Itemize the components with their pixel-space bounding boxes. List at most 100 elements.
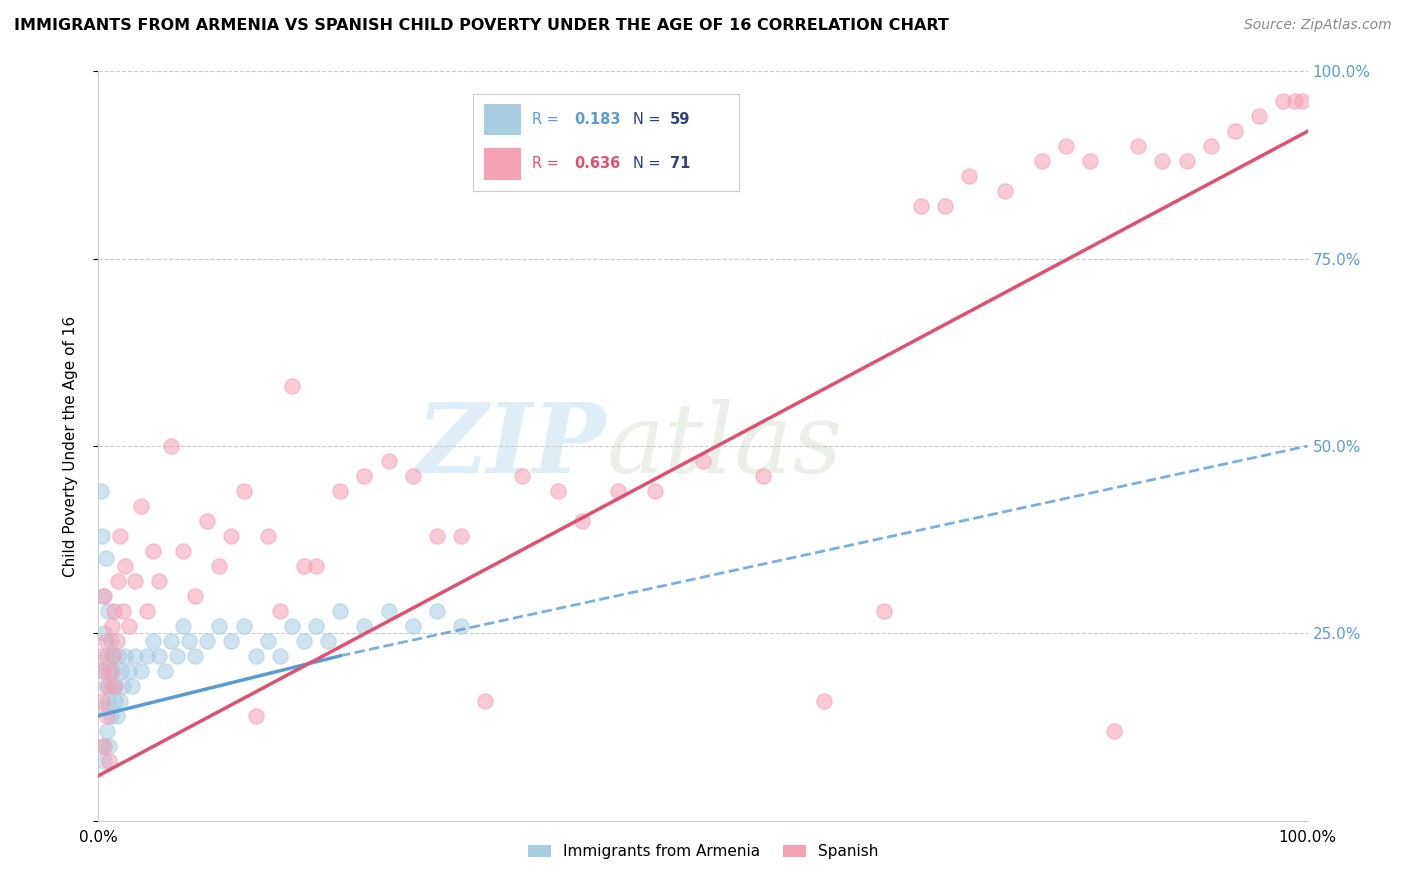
Point xyxy=(426,529,449,543)
Point xyxy=(118,619,141,633)
Text: atlas: atlas xyxy=(606,399,842,493)
Point xyxy=(179,633,201,648)
Point xyxy=(90,648,112,663)
Point xyxy=(571,514,593,528)
Point xyxy=(91,589,114,603)
Point xyxy=(124,574,146,588)
Point xyxy=(160,633,183,648)
Point xyxy=(232,483,254,498)
Point xyxy=(97,694,120,708)
Point xyxy=(1223,124,1246,138)
Point xyxy=(100,619,122,633)
Point xyxy=(402,469,425,483)
Point xyxy=(108,529,131,543)
Point xyxy=(1175,154,1198,169)
Point xyxy=(100,648,122,663)
Point xyxy=(607,483,630,498)
Point xyxy=(547,483,569,498)
Point xyxy=(510,469,533,483)
Point xyxy=(94,679,117,693)
Point xyxy=(135,648,157,663)
Point xyxy=(114,558,136,573)
Point xyxy=(108,694,131,708)
Point xyxy=(98,739,121,753)
Point xyxy=(114,648,136,663)
Point xyxy=(292,633,315,648)
Point xyxy=(269,648,291,663)
Point xyxy=(110,664,132,678)
Point xyxy=(377,454,399,468)
Point xyxy=(98,664,121,678)
Point xyxy=(104,679,127,693)
Point xyxy=(305,558,328,573)
Point xyxy=(105,633,128,648)
Point xyxy=(100,664,122,678)
Point xyxy=(329,604,352,618)
Point xyxy=(91,664,114,678)
Point xyxy=(111,679,134,693)
Point xyxy=(450,529,472,543)
Point xyxy=(245,708,267,723)
Point xyxy=(221,633,243,648)
Point xyxy=(256,633,278,648)
Point xyxy=(377,604,399,618)
Point xyxy=(129,499,152,513)
Point xyxy=(105,708,128,723)
Point xyxy=(426,604,449,618)
Point xyxy=(91,664,114,678)
Point xyxy=(104,694,127,708)
Point xyxy=(97,679,120,693)
Point xyxy=(353,469,375,483)
Point xyxy=(752,469,775,483)
Point xyxy=(316,633,339,648)
Point xyxy=(1284,95,1306,109)
Point xyxy=(221,529,243,543)
Point xyxy=(100,708,122,723)
Point xyxy=(1102,723,1125,738)
Point xyxy=(292,558,315,573)
Text: Source: ZipAtlas.com: Source: ZipAtlas.com xyxy=(1244,18,1392,32)
Point xyxy=(101,664,124,678)
Point xyxy=(172,544,194,558)
Point xyxy=(873,604,896,618)
Point xyxy=(107,574,129,588)
Point xyxy=(1031,154,1053,169)
Point xyxy=(94,633,117,648)
Point xyxy=(148,648,170,663)
Point xyxy=(142,633,165,648)
Point xyxy=(93,739,115,753)
Point xyxy=(184,648,207,663)
Text: ZIP: ZIP xyxy=(416,399,606,493)
Point xyxy=(91,529,114,543)
Point xyxy=(107,648,129,663)
Point xyxy=(91,694,114,708)
Point xyxy=(111,604,134,618)
Point xyxy=(93,626,115,640)
Point xyxy=(148,574,170,588)
Point xyxy=(1054,139,1077,153)
Text: IMMIGRANTS FROM ARMENIA VS SPANISH CHILD POVERTY UNDER THE AGE OF 16 CORRELATION: IMMIGRANTS FROM ARMENIA VS SPANISH CHILD… xyxy=(14,18,949,33)
Point xyxy=(1152,154,1174,169)
Point xyxy=(208,558,231,573)
Point xyxy=(160,439,183,453)
Point xyxy=(232,619,254,633)
Point xyxy=(692,454,714,468)
Point xyxy=(93,701,115,715)
Point xyxy=(195,514,218,528)
Point xyxy=(94,551,117,566)
Point xyxy=(124,648,146,663)
Point xyxy=(281,619,304,633)
Point xyxy=(353,619,375,633)
Point xyxy=(93,589,115,603)
Point xyxy=(96,708,118,723)
Point xyxy=(153,664,176,678)
Point xyxy=(91,739,114,753)
Legend: Immigrants from Armenia, Spanish: Immigrants from Armenia, Spanish xyxy=(522,838,884,865)
Point xyxy=(1199,139,1222,153)
Point xyxy=(118,664,141,678)
Point xyxy=(305,619,328,633)
Point xyxy=(101,648,124,663)
Point xyxy=(281,379,304,393)
Point xyxy=(129,664,152,678)
Point xyxy=(121,679,143,693)
